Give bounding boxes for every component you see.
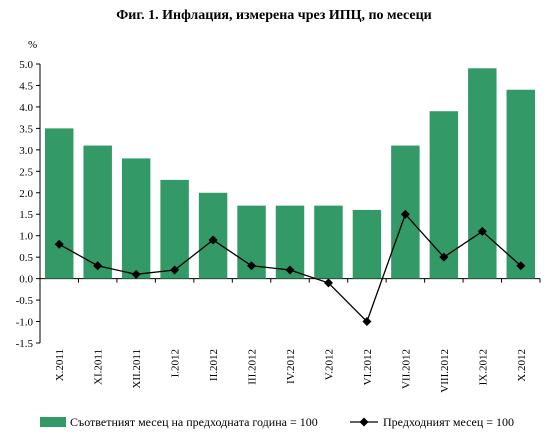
- x-tick-label: X.2012: [516, 349, 528, 382]
- line-point: [170, 265, 180, 275]
- y-tick-label: 3.0: [19, 145, 33, 157]
- y-tick-label: 4.5: [19, 80, 33, 92]
- x-tick-label: V.2012: [323, 349, 335, 380]
- x-tick-label: VII.2012: [400, 349, 412, 389]
- bar: [506, 89, 535, 279]
- x-tick-label: VI.2012: [362, 349, 374, 385]
- x-tick-label: X.2011: [54, 349, 66, 381]
- bar: [314, 205, 343, 279]
- line-point: [323, 278, 333, 288]
- x-tick-label: II.2012: [208, 349, 220, 381]
- line-point: [477, 226, 487, 236]
- x-tick-label: VIII.2012: [439, 349, 451, 393]
- y-tick-label: 2.5: [19, 166, 33, 178]
- y-tick-label: 1.5: [19, 209, 33, 221]
- legend-label-bar: Съответният месец на предходната година …: [70, 415, 318, 429]
- bar: [121, 158, 151, 279]
- legend-bar-swatch: [40, 417, 66, 427]
- line-point: [208, 235, 218, 245]
- bar: [45, 128, 74, 279]
- y-axis-unit: %: [28, 39, 37, 51]
- line-point: [93, 261, 103, 271]
- x-tick-label: IX.2012: [477, 349, 489, 385]
- y-tick-label: -1.0: [16, 317, 34, 329]
- y-tick-label: 3.5: [19, 123, 33, 135]
- x-tick-label: III.2012: [247, 349, 259, 385]
- y-tick-label: 0.5: [19, 252, 33, 264]
- line-point: [439, 252, 449, 262]
- line-point: [247, 261, 257, 271]
- line-point: [285, 265, 295, 275]
- y-tick-label: -0.5: [16, 295, 34, 307]
- bar: [83, 145, 112, 279]
- y-tick-label: 1.0: [19, 231, 33, 243]
- plot-area: 5.0 4.5 4.0 3.5 3.0 2.5 2.0 1.5 1.0 0.5 0.0 -0.5 -1.…: [16, 59, 541, 393]
- line-point: [362, 317, 372, 327]
- line-point: [131, 269, 141, 279]
- x-tick-label: XII.2011: [131, 349, 143, 389]
- bar: [160, 179, 189, 279]
- bar: [468, 68, 497, 279]
- line-point: [400, 209, 410, 219]
- chart-title: Фиг. 1. Инфлация, измерена чрез ИПЦ, по …: [116, 8, 432, 23]
- legend-line-marker: [359, 417, 369, 427]
- y-tick-label: 4.0: [19, 102, 33, 114]
- y-tick-label: 0.0: [19, 274, 33, 286]
- x-tick-label: XI.2011: [93, 349, 105, 385]
- x-tick-label: IV.2012: [285, 349, 297, 384]
- x-tick-label: I.2012: [170, 349, 182, 377]
- line-point: [54, 239, 64, 249]
- y-tick-label: 5.0: [19, 59, 33, 71]
- y-tick-label: -1.5: [16, 338, 34, 350]
- y-tick-label: 2.0: [19, 188, 33, 200]
- line-point: [516, 261, 526, 271]
- legend: Съответният месец на предходната година …: [40, 415, 514, 429]
- bar: [352, 209, 382, 279]
- legend-label-line: Предходният месец = 100: [383, 415, 514, 429]
